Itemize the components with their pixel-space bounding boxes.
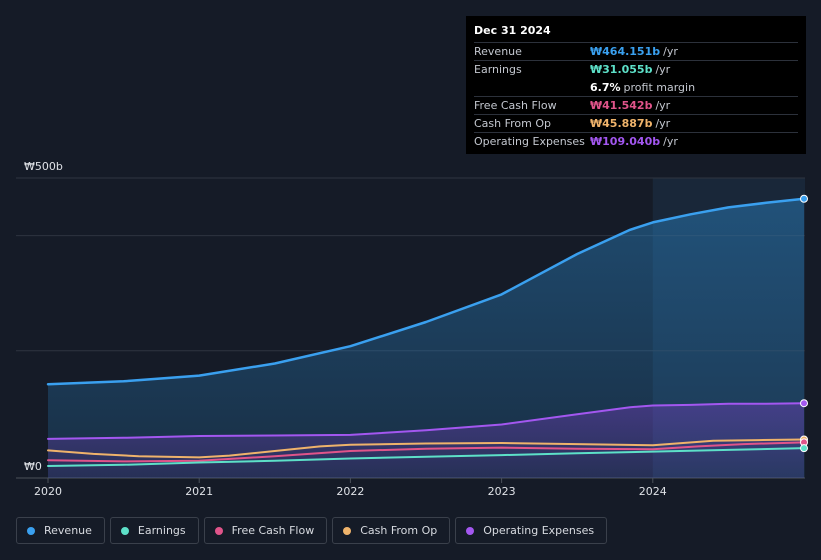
line-operating-expenses — [47, 402, 805, 440]
legend-item-operating-expenses[interactable]: Operating Expenses — [455, 517, 608, 544]
legend-dot-icon — [27, 526, 35, 535]
y-bottom-label: ₩0 — [24, 460, 42, 473]
tooltip-value: ₩45.887b — [590, 117, 653, 130]
line-revenue — [46, 197, 806, 386]
tooltip-label: Operating Expenses — [474, 135, 585, 148]
chart: ₩500b ₩0 2020 2021 2022 2023 2024 — [16, 160, 808, 498]
legend-label: Cash From Op — [360, 524, 438, 537]
tooltip-date: Dec 31 2024 — [474, 24, 551, 37]
legend-label: Operating Expenses — [483, 524, 595, 537]
legend-dot-icon — [343, 526, 352, 535]
tooltip-value: ₩31.055b — [590, 63, 653, 76]
legend-item-earnings[interactable]: Earnings — [109, 517, 199, 544]
tooltip-row: Operating Expenses ₩109.040b/yr — [474, 132, 798, 150]
end-point-operating-expenses — [800, 399, 808, 408]
legend-label: Revenue — [44, 524, 92, 537]
tooltip-row: Earnings ₩31.055b/yr — [474, 60, 798, 78]
tooltip-unit: profit margin — [623, 81, 696, 94]
legend-item-cash-from-op[interactable]: Cash From Op — [332, 517, 451, 544]
area-revenue — [48, 198, 804, 478]
legend-dot-icon — [120, 526, 129, 535]
legend-dot-icon — [214, 526, 223, 535]
tooltip-label: Cash From Op — [474, 117, 552, 130]
tooltip-value: 6.7% — [590, 81, 621, 94]
tooltip-unit: /yr — [655, 99, 671, 112]
end-point-revenue — [800, 194, 808, 203]
legend-label: Earnings — [137, 524, 186, 537]
x-tick-label: 2023 — [488, 485, 516, 498]
x-tick-label: 2020 — [34, 485, 62, 498]
legend-item-revenue[interactable]: Revenue — [16, 517, 105, 544]
tooltip-row: Cash From Op ₩45.887b/yr — [474, 114, 798, 132]
tooltip-row: Revenue ₩464.151b/yr — [474, 42, 798, 60]
x-tick-label: 2022 — [336, 485, 364, 498]
legend-label: Free Cash Flow — [231, 524, 315, 537]
tooltip-label: Revenue — [474, 45, 522, 58]
tooltip-unit: /yr — [663, 135, 678, 148]
tooltip-value: ₩109.040b — [590, 135, 661, 148]
tooltip: Dec 31 2024 Revenue ₩464.151b/yr Earnings ₩… — [466, 16, 806, 154]
y-top-label: ₩500b — [24, 160, 63, 173]
tooltip-unit: /yr — [655, 63, 671, 76]
line-earnings — [47, 447, 805, 467]
line-free-cash-flow — [47, 441, 805, 463]
end-point-earnings — [800, 444, 808, 453]
tooltip-label — [474, 79, 590, 96]
tooltip-value: ₩464.151b — [590, 45, 661, 58]
x-tick-label: 2021 — [185, 485, 213, 498]
tooltip-unit: /yr — [663, 45, 678, 58]
line-cash-from-op — [47, 438, 805, 459]
tooltip-row: Free Cash Flow ₩41.542b/yr — [474, 96, 798, 114]
tooltip-row: 6.7% profit margin — [474, 78, 798, 96]
tooltip-value: ₩41.542b — [590, 99, 653, 112]
x-tick-label: 2024 — [639, 485, 667, 498]
legend-item-free-cash-flow[interactable]: Free Cash Flow — [203, 517, 328, 544]
tooltip-label: Earnings — [474, 63, 522, 76]
legend-dot-icon — [466, 526, 475, 535]
tooltip-unit: /yr — [655, 117, 671, 130]
legend: Revenue Earnings Free Cash Flow Cash From O… — [16, 517, 608, 544]
tooltip-label: Free Cash Flow — [474, 99, 557, 112]
